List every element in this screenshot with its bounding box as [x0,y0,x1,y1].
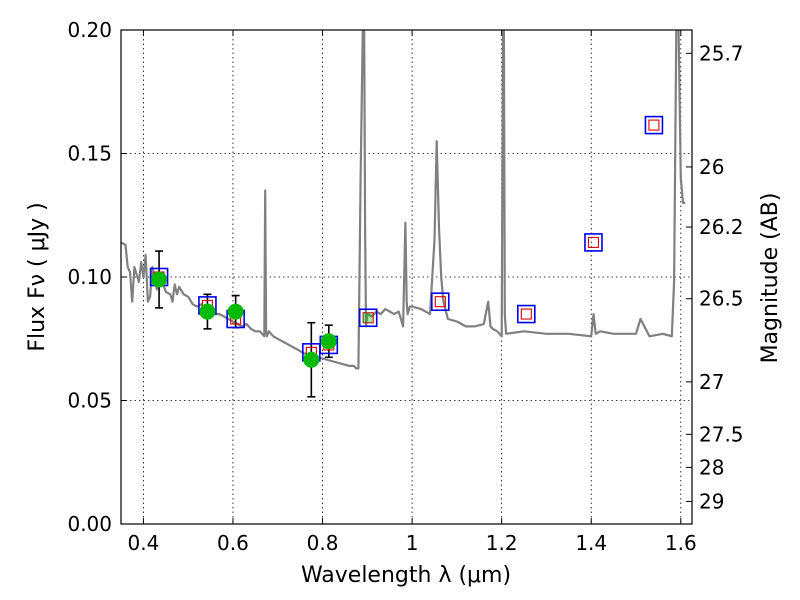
model-inner-square [521,309,531,319]
right-tick-label: 26.5 [699,287,744,311]
model-square [645,117,662,134]
model-square [585,234,602,251]
x-tick-label: 1.6 [665,531,697,555]
x-tick-label: 0.8 [307,531,339,555]
right-tick-label: 27 [699,370,724,394]
chart-figure: 0.4 0.6 0.8 1 1.2 1.4 1.6 0.00 0.05 0.10 0.15 0.20 2… [0,0,800,600]
right-tick-label: 25.7 [699,41,744,65]
y-tick-label: 0.00 [67,512,112,536]
right-tick-label: 26 [699,155,724,179]
plot-area [121,30,685,397]
right-tick-label: 27.5 [699,422,744,446]
x-axis-label: Wavelength λ (μm) [301,563,511,588]
y-tick-label: 0.10 [67,265,112,289]
y-tick-label: 0.15 [67,142,112,166]
model-square [432,293,449,310]
observed-point [321,334,336,349]
y-tick-label: 0.05 [67,389,112,413]
observed-point [152,272,167,287]
model-square [518,306,535,323]
right-tick-label: 28 [699,455,724,479]
right-tick-label: 29 [699,489,724,513]
x-tick-label: 0.6 [217,531,249,555]
y-axis-label: Flux Fν ( μJy ) [25,202,50,351]
observed-point [200,304,215,319]
y-tick-label: 0.20 [67,18,112,42]
x-tick-label: 1.2 [486,531,518,555]
observed-point [304,352,319,367]
observed-point [362,313,372,323]
model-inner-square [649,120,659,130]
right-tick-label: 26.2 [699,215,744,239]
y-axis-right-label: Magnitude (AB) [758,193,783,364]
model-inner-square [588,237,598,247]
observed-point [228,304,243,319]
x-tick-label: 1.4 [575,531,607,555]
x-tick-label: 1 [406,531,419,555]
x-tick-label: 0.4 [127,531,159,555]
